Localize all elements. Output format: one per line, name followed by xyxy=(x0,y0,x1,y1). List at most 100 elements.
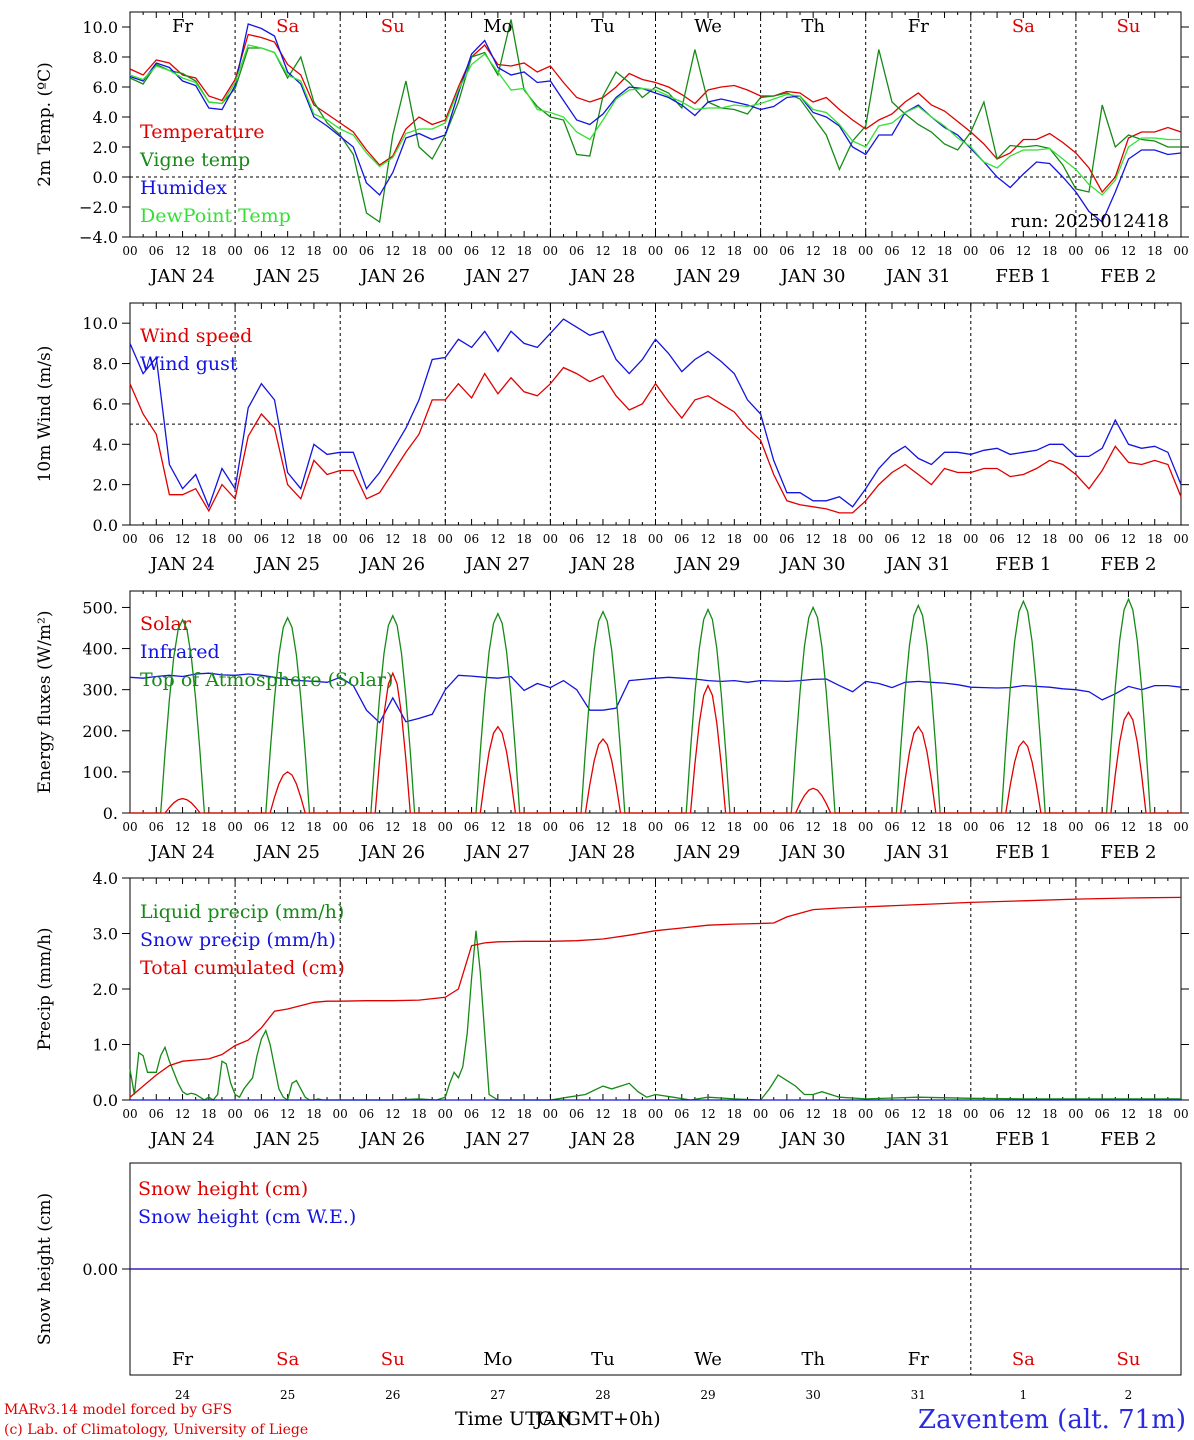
x-date-label: JAN 25 xyxy=(253,842,320,863)
x-day-number: 25 xyxy=(280,1388,295,1402)
series-line-total-cumulated-cm- xyxy=(129,896,1182,1098)
x-day-number: 31 xyxy=(911,1388,926,1402)
weekday-label: Th xyxy=(801,1349,825,1370)
panel-frame xyxy=(129,11,1182,238)
weekday-label: We xyxy=(694,16,722,37)
weekday-label: Sa xyxy=(1012,1349,1035,1370)
y-axis-label: Precip (mm/h) xyxy=(35,927,55,1050)
x-date-label: JAN 28 xyxy=(569,1129,636,1150)
weekday-label: Fr xyxy=(908,1349,929,1370)
x-hour-label: 12 xyxy=(385,1107,400,1121)
x-hour-label: 00 xyxy=(333,1107,348,1121)
y-tick-label: 400. xyxy=(82,640,118,659)
series-line-dewpoint-temp xyxy=(129,44,1181,196)
x-hour-label: 06 xyxy=(464,820,479,834)
x-hour-label: 12 xyxy=(1121,820,1136,834)
x-day-number: 2 xyxy=(1125,1388,1133,1402)
y-tick-label: 8.0 xyxy=(93,48,118,67)
x-date-label: JAN 31 xyxy=(884,1129,951,1150)
x-hour-label: 12 xyxy=(1016,532,1031,546)
x-hour-label: 00 xyxy=(648,532,663,546)
y-tick-label: 0.0 xyxy=(93,1091,118,1110)
x-hour-label: 00 xyxy=(122,532,137,546)
x-hour-label: 18 xyxy=(201,244,216,258)
x-hour-label: 18 xyxy=(306,244,321,258)
x-date-label: JAN 28 xyxy=(569,266,636,287)
x-hour-label: 18 xyxy=(306,1107,321,1121)
x-hour-label: 00 xyxy=(438,532,453,546)
x-hour-label: 18 xyxy=(937,1107,952,1121)
x-date-label: FEB 1 xyxy=(995,1129,1051,1150)
panel-wind: 10.0 8.0 6.0 4.0 2.0 0.0 10m Wind (m/s) Wind sp… xyxy=(35,302,1189,575)
legend-entry: Liquid precip (mm/h) xyxy=(140,901,344,923)
x-hour-label: 18 xyxy=(1042,1107,1057,1121)
x-hour-label: 18 xyxy=(201,532,216,546)
x-hour-label: 18 xyxy=(937,820,952,834)
x-hour-label: 06 xyxy=(674,532,689,546)
weekday-label: Su xyxy=(1116,16,1140,37)
x-date-label: FEB 2 xyxy=(1100,842,1156,863)
x-hour-label: 00 xyxy=(648,244,663,258)
x-hour-label: 00 xyxy=(438,244,453,258)
x-hour-label: 18 xyxy=(622,820,637,834)
x-hour-label: 00 xyxy=(963,532,978,546)
y-tick-label: 2.0 xyxy=(93,138,118,157)
x-hour-label: 18 xyxy=(1042,244,1057,258)
x-hour-label: 06 xyxy=(779,244,794,258)
x-hour-label: 00 xyxy=(333,244,348,258)
x-hour-label: 12 xyxy=(175,1107,190,1121)
y-tick-label: 10.0 xyxy=(82,18,118,37)
x-hour-label: 06 xyxy=(254,532,269,546)
x-date-label: JAN 26 xyxy=(358,842,425,863)
x-hour-label: 06 xyxy=(989,820,1004,834)
x-hour-label: 00 xyxy=(858,820,873,834)
x-hour-label: 00 xyxy=(122,820,137,834)
x-date-label: JAN 27 xyxy=(464,266,531,287)
legend-entry: Snow height (cm) xyxy=(138,1178,308,1200)
weekday-label: Tu xyxy=(591,1349,615,1370)
x-hour-label: 00 xyxy=(1173,1107,1188,1121)
x-hour-label: 12 xyxy=(700,820,715,834)
x-hour-label: 18 xyxy=(201,820,216,834)
x-hour-label: 12 xyxy=(806,532,821,546)
x-hour-label: 00 xyxy=(648,1107,663,1121)
x-hour-label: 06 xyxy=(464,532,479,546)
x-hour-label: 12 xyxy=(911,532,926,546)
x-day-number: 30 xyxy=(806,1388,821,1402)
legend-entry: Vigne temp xyxy=(139,149,250,171)
x-hour-label: 06 xyxy=(359,244,374,258)
x-hour-label: 18 xyxy=(516,532,531,546)
x-hour-label: 06 xyxy=(779,1107,794,1121)
y-tick-label: 10.0 xyxy=(82,314,118,333)
weekday-label: Mo xyxy=(483,1349,512,1370)
x-hour-label: 06 xyxy=(359,1107,374,1121)
x-day-number: 28 xyxy=(595,1388,610,1402)
x-day-number: 26 xyxy=(385,1388,400,1402)
x-hour-label: 06 xyxy=(149,532,164,546)
x-hour-label: 00 xyxy=(963,820,978,834)
x-hour-label: 06 xyxy=(464,244,479,258)
x-date-label: JAN 25 xyxy=(253,554,320,575)
x-date-label: JAN 25 xyxy=(253,266,320,287)
x-hour-label: 06 xyxy=(149,1107,164,1121)
x-day-number: 27 xyxy=(490,1388,505,1402)
x-date-label: JAN 24 xyxy=(148,266,215,287)
x-hour-label: 18 xyxy=(622,532,637,546)
x-hour-label: 00 xyxy=(858,532,873,546)
x-hour-label: 00 xyxy=(333,532,348,546)
x-hour-label: 12 xyxy=(385,532,400,546)
x-date-label: JAN 27 xyxy=(464,554,531,575)
x-hour-label: 06 xyxy=(884,1107,899,1121)
x-hour-label: 12 xyxy=(385,244,400,258)
y-tick-label: 4.0 xyxy=(93,435,118,454)
x-hour-label: 12 xyxy=(1016,820,1031,834)
x-hour-label: 06 xyxy=(779,532,794,546)
x-date-label: JAN 29 xyxy=(674,266,741,287)
y-axis-label: 10m Wind (m/s) xyxy=(35,346,55,483)
weekday-label: Sa xyxy=(1012,16,1035,37)
x-hour-label: 12 xyxy=(280,532,295,546)
x-date-label: FEB 1 xyxy=(995,554,1051,575)
x-hour-label: 12 xyxy=(490,532,505,546)
x-hour-label: 06 xyxy=(569,244,584,258)
x-hour-label: 00 xyxy=(753,1107,768,1121)
